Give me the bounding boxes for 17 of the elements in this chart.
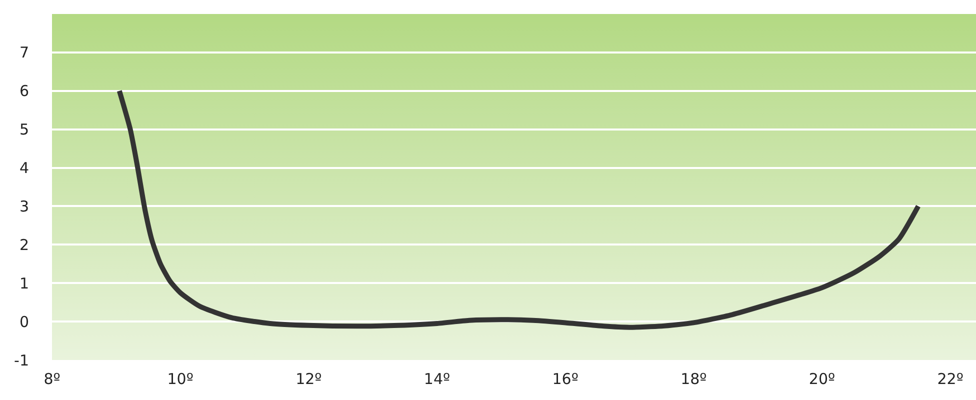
y-tick-label: 6 (19, 82, 29, 100)
y-tick-label: -1 (14, 351, 29, 370)
x-tick-label: 20º (808, 370, 836, 388)
x-tick-label: 14º (424, 370, 450, 388)
y-tick-label: 3 (19, 197, 29, 216)
x-tick-label: 18º (680, 370, 707, 388)
x-tick-label: 10º (167, 370, 194, 388)
x-tick-label: 22º (937, 370, 964, 388)
y-tick-label: 0 (19, 312, 29, 331)
y-tick-label: 5 (19, 120, 29, 139)
y-tick-label: 2 (19, 236, 29, 254)
y-tick-label: 1 (19, 274, 29, 292)
x-tick-label: 12º (296, 370, 322, 388)
y-tick-label: 4 (19, 159, 29, 178)
x-tick-label: 16º (552, 370, 578, 388)
y-tick-label: 7 (19, 44, 29, 62)
x-tick-label: 8º (44, 370, 60, 388)
